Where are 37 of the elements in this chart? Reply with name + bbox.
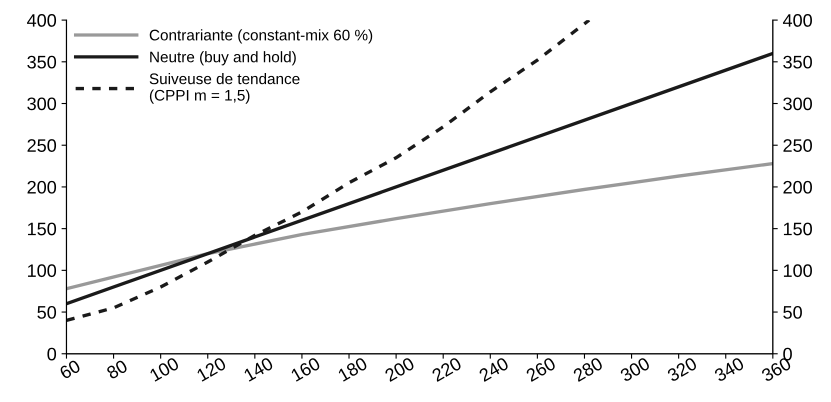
- x-tick-label: 280: [572, 356, 604, 382]
- y2-tick-label: 400: [782, 14, 812, 27]
- y2-tick-label: 200: [783, 180, 812, 194]
- x-tick-label: 300: [619, 356, 651, 382]
- x-tick-label: 140: [243, 356, 274, 382]
- x-tick-label: 340: [714, 356, 745, 382]
- x-tick-label: 160: [290, 356, 321, 382]
- legend-label: Neutre (buy and hold): [150, 51, 296, 66]
- y-tick-label: 250: [28, 139, 56, 152]
- x-tick-label: 60: [58, 359, 82, 380]
- x-tick-label: 200: [384, 356, 416, 382]
- line-series: [66, 162, 773, 290]
- x-tick-label: 80: [106, 359, 128, 380]
- y-tick-label: 0: [47, 348, 56, 360]
- y-tick-label: 350: [27, 56, 56, 69]
- legend-label: Suiveuse de tendance (CPPI m = 1,5): [150, 73, 300, 104]
- y2-tick-label: 100: [784, 264, 812, 278]
- legend-label: Contrariante (constant-mix 60 %): [150, 29, 372, 44]
- y2-tick-label: 0: [783, 348, 792, 360]
- y-tick-label: 150: [28, 222, 56, 236]
- x-tick-label: 220: [431, 356, 462, 382]
- y2-tick-label: 300: [783, 97, 812, 110]
- y-tick-label: 50: [37, 306, 56, 319]
- y-tick-label: 400: [27, 14, 56, 27]
- y2-tick-label: 150: [784, 222, 812, 236]
- y2-tick-label: 350: [783, 56, 812, 69]
- x-tick-label: 120: [196, 356, 227, 382]
- x-tick-label: 180: [337, 356, 368, 382]
- x-tick-label: 100: [149, 356, 180, 382]
- x-tick-label: 240: [478, 356, 510, 382]
- x-tick-label: 320: [666, 356, 698, 382]
- y-tick-label: 100: [28, 264, 56, 278]
- y-tick-label: 200: [28, 180, 56, 194]
- y2-tick-label: 50: [783, 306, 802, 319]
- x-tick-label: 260: [525, 356, 556, 382]
- y2-tick-label: 250: [783, 139, 812, 152]
- y-tick-label: 300: [27, 97, 56, 110]
